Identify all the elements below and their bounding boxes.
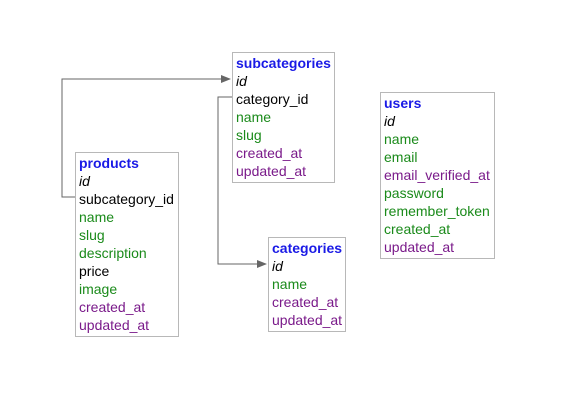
field-email-verified-at: email_verified_at bbox=[384, 167, 490, 183]
field-email: email bbox=[384, 149, 418, 165]
field-created-at: created_at bbox=[384, 221, 451, 237]
field-name: name bbox=[236, 109, 272, 125]
relation-subcategories-to-categories bbox=[217, 96, 267, 268]
table-name: subcategories bbox=[236, 55, 331, 71]
field-password: password bbox=[384, 185, 444, 201]
field-updated-at: updated_at bbox=[384, 239, 455, 255]
field-created-at: created_at bbox=[272, 294, 339, 310]
field-price: price bbox=[79, 263, 110, 279]
field-slug: slug bbox=[236, 127, 262, 143]
field-category-id: category_id bbox=[236, 91, 309, 107]
field-created-at: created_at bbox=[79, 299, 146, 315]
table-name: categories bbox=[272, 240, 343, 256]
field-id: id bbox=[272, 258, 283, 274]
field-subcategory-id: subcategory_id bbox=[79, 191, 174, 207]
field-updated-at: updated_at bbox=[236, 163, 307, 179]
field-updated-at: updated_at bbox=[272, 312, 343, 328]
field-name: name bbox=[79, 209, 115, 225]
field-updated-at: updated_at bbox=[79, 317, 150, 333]
table-name: users bbox=[384, 95, 422, 111]
field-id: id bbox=[79, 173, 90, 189]
field-remember-token: remember_token bbox=[384, 203, 490, 219]
field-image: image bbox=[79, 281, 118, 297]
field-slug: slug bbox=[79, 227, 105, 243]
field-created-at: created_at bbox=[236, 145, 303, 161]
field-description: description bbox=[79, 245, 147, 261]
table-name: products bbox=[79, 155, 139, 171]
field-name: name bbox=[384, 131, 420, 147]
table-categories[interactable]: categories id name created_at updated_at bbox=[268, 237, 346, 332]
field-name: name bbox=[272, 276, 308, 292]
field-id: id bbox=[236, 73, 247, 89]
field-id: id bbox=[384, 113, 395, 129]
relation-products-to-subcategories bbox=[61, 75, 231, 198]
